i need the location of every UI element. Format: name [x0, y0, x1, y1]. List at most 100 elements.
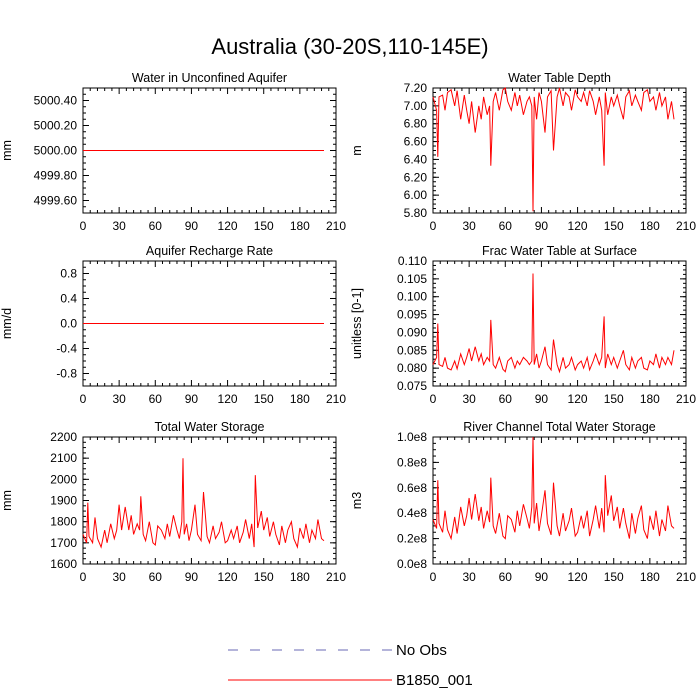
x-tick-label: 0	[430, 570, 437, 584]
y-tick-label: -0.4	[56, 342, 77, 356]
x-tick-label: 90	[535, 570, 549, 584]
x-tick-label: 60	[149, 570, 163, 584]
y-tick-label: 1600	[50, 557, 77, 571]
y-tick-label: 7.20	[404, 81, 428, 95]
y-tick-label: 4999.60	[34, 194, 78, 208]
x-tick-label: 90	[535, 219, 549, 233]
x-tick-label: 180	[290, 219, 310, 233]
y-tick-label: 0.2e8	[397, 532, 427, 546]
y-tick-label: 0.0e8	[397, 557, 427, 571]
y-tick-label: 2100	[50, 451, 77, 465]
y-tick-label: 5000.00	[34, 144, 78, 158]
x-tick-label: 60	[499, 219, 513, 233]
x-tick-label: 30	[112, 570, 126, 584]
y-tick-label: 0.095	[397, 308, 427, 322]
y-tick-label: 6.00	[404, 188, 428, 202]
y-tick-label: 0.8e8	[397, 455, 427, 469]
figure-title: Australia (30-20S,110-145E)	[211, 34, 488, 59]
x-tick-label: 60	[149, 392, 163, 406]
y-tick-label: 0.4e8	[397, 506, 427, 520]
series-line-b1850	[432, 87, 675, 212]
panel-4: Frac Water Table at Surface unitless [0-1…	[350, 244, 696, 406]
y-tick-label: 6.40	[404, 152, 428, 166]
y-tick-label: 5000.40	[34, 94, 78, 108]
y-axis-label: m	[350, 145, 364, 155]
series-line-b1850	[432, 436, 675, 541]
y-tick-label: 0.110	[398, 254, 427, 268]
y-tick-label: 6.80	[404, 117, 428, 131]
y-tick-label: 2200	[50, 430, 77, 444]
x-tick-label: 0	[430, 219, 437, 233]
x-tick-label: 150	[604, 219, 624, 233]
x-tick-label: 150	[254, 219, 274, 233]
y-axis-label: m3	[350, 492, 364, 509]
x-tick-label: 30	[462, 570, 476, 584]
x-tick-label: 0	[80, 570, 87, 584]
y-tick-label: 0.090	[397, 325, 427, 339]
y-tick-label: 0.4	[60, 292, 77, 306]
x-tick-label: 150	[604, 570, 624, 584]
x-tick-label: 210	[676, 570, 696, 584]
x-tick-label: 210	[326, 392, 346, 406]
panel-5: Total Water Storage mm 0 30 60 90 120 150 180 210…	[0, 420, 346, 584]
x-tick-label: 30	[112, 392, 126, 406]
x-tick-label: 210	[326, 219, 346, 233]
x-tick-label: 120	[218, 219, 238, 233]
x-tick-label: 60	[499, 570, 513, 584]
panel-1: Water in Unconfined Aquifer mm 0 30 60 90 120 1…	[0, 71, 346, 233]
legend-label-b1850: B1850_001	[396, 672, 473, 689]
y-axis-label: mm/d	[0, 308, 14, 339]
panel-6: River Channel Total Water Storage m3 0 30 60…	[350, 420, 696, 584]
y-tick-label: 1800	[50, 515, 77, 529]
y-tick-label: 4999.80	[34, 169, 78, 183]
x-tick-label: 210	[326, 570, 346, 584]
y-tick-label: 1700	[50, 536, 77, 550]
y-axis-label: mm	[0, 490, 14, 511]
panel-title: River Channel Total Water Storage	[463, 420, 656, 434]
x-tick-label: 120	[568, 570, 588, 584]
x-tick-label: 180	[290, 570, 310, 584]
legend-label-no-obs: No Obs	[396, 642, 447, 659]
x-tick-label: 0	[80, 392, 87, 406]
panel-title: Total Water Storage	[154, 420, 264, 434]
panel-title: Water Table Depth	[508, 71, 611, 85]
series-line-b1850	[82, 458, 325, 549]
x-tick-label: 120	[218, 570, 238, 584]
y-tick-label: 0.105	[397, 272, 427, 286]
x-tick-label: 90	[185, 219, 199, 233]
x-tick-label: 150	[254, 570, 274, 584]
y-tick-label: 0.085	[397, 343, 427, 357]
y-tick-label: 0.080	[397, 361, 427, 375]
y-tick-label: 1.0e8	[397, 430, 427, 444]
y-tick-label: -0.8	[56, 367, 77, 381]
x-tick-label: 60	[499, 392, 513, 406]
x-tick-label: 30	[462, 219, 476, 233]
y-tick-label: 6.20	[404, 170, 428, 184]
x-tick-label: 210	[676, 219, 696, 233]
x-tick-label: 30	[462, 392, 476, 406]
x-tick-label: 90	[185, 570, 199, 584]
legend: No Obs B1850_001	[228, 642, 473, 689]
x-tick-label: 30	[112, 219, 126, 233]
y-tick-label: 0.8	[60, 267, 77, 281]
x-tick-label: 180	[640, 570, 660, 584]
x-tick-label: 120	[568, 392, 588, 406]
x-tick-label: 150	[604, 392, 624, 406]
x-tick-label: 120	[568, 219, 588, 233]
x-tick-label: 180	[640, 392, 660, 406]
y-tick-label: 6.60	[404, 135, 428, 149]
panel-3: Aquifer Recharge Rate mm/d 0 30 60 90 120 150 18…	[0, 244, 346, 406]
y-axis-label: unitless [0-1]	[350, 288, 364, 359]
plot-frame	[432, 436, 687, 565]
y-tick-label: 2000	[50, 472, 77, 486]
panel-title: Aquifer Recharge Rate	[146, 244, 273, 258]
panel-title: Water in Unconfined Aquifer	[132, 71, 287, 85]
x-tick-label: 90	[535, 392, 549, 406]
x-tick-label: 0	[80, 219, 87, 233]
x-tick-label: 210	[676, 392, 696, 406]
y-tick-label: 1900	[50, 494, 77, 508]
y-tick-label: 5000.20	[34, 119, 78, 133]
series-line-b1850	[432, 273, 675, 374]
x-tick-label: 90	[185, 392, 199, 406]
